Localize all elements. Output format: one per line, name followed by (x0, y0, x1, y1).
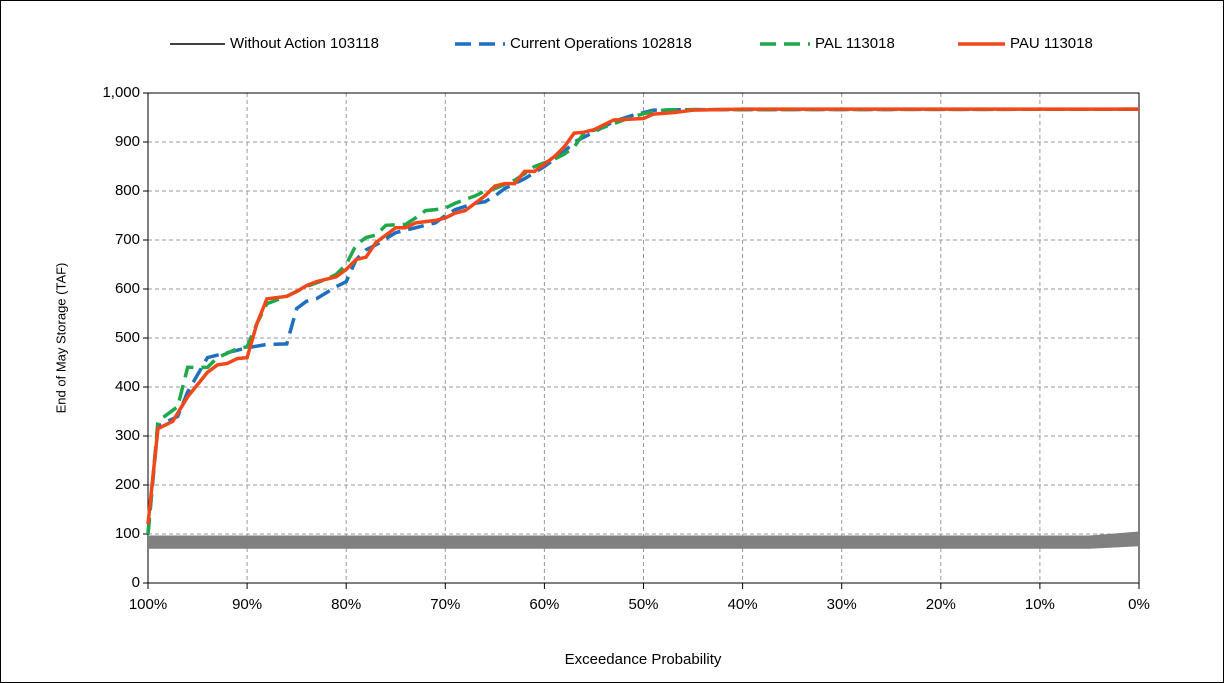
y-tick-label: 500 (115, 329, 140, 346)
y-tick-label: 400 (115, 378, 140, 395)
series-line (146, 107, 1139, 525)
x-tick-label: 50% (628, 596, 658, 613)
y-tick-label: 700 (115, 231, 140, 248)
x-tick-label: 90% (232, 596, 262, 613)
x-tick-label: 0% (1128, 596, 1150, 613)
y-tick-label: 0 (132, 574, 140, 591)
y-tick-label: 1,000 (102, 84, 140, 101)
band-area (148, 531, 1139, 549)
x-tick-label: 100% (129, 596, 167, 613)
x-tick-label: 20% (926, 596, 956, 613)
y-tick-label: 200 (115, 476, 140, 493)
legend-label: Current Operations 102818 (510, 35, 692, 52)
x-tick-label: 30% (827, 596, 857, 613)
plot-frame (147, 92, 1140, 584)
y-axis-label: End of May Storage (TAF) (53, 263, 68, 414)
series-line (146, 107, 1140, 535)
x-axis-label: Exceedance Probability (565, 651, 722, 668)
x-tick-label: 60% (529, 596, 559, 613)
x-tick-label: 10% (1025, 596, 1055, 613)
y-tick-label: 600 (115, 280, 140, 297)
x-tick-label: 80% (331, 596, 361, 613)
y-tick-label: 300 (115, 427, 140, 444)
legend-label: Without Action 103118 (230, 35, 379, 52)
y-tick-label: 900 (115, 133, 140, 150)
y-tick-label: 100 (115, 525, 140, 542)
legend-label: PAU 113018 (1010, 35, 1093, 52)
x-tick-label: 70% (430, 596, 460, 613)
legend-label: PAL 113018 (815, 35, 895, 52)
y-tick-label: 800 (115, 182, 140, 199)
x-tick-label: 40% (728, 596, 758, 613)
